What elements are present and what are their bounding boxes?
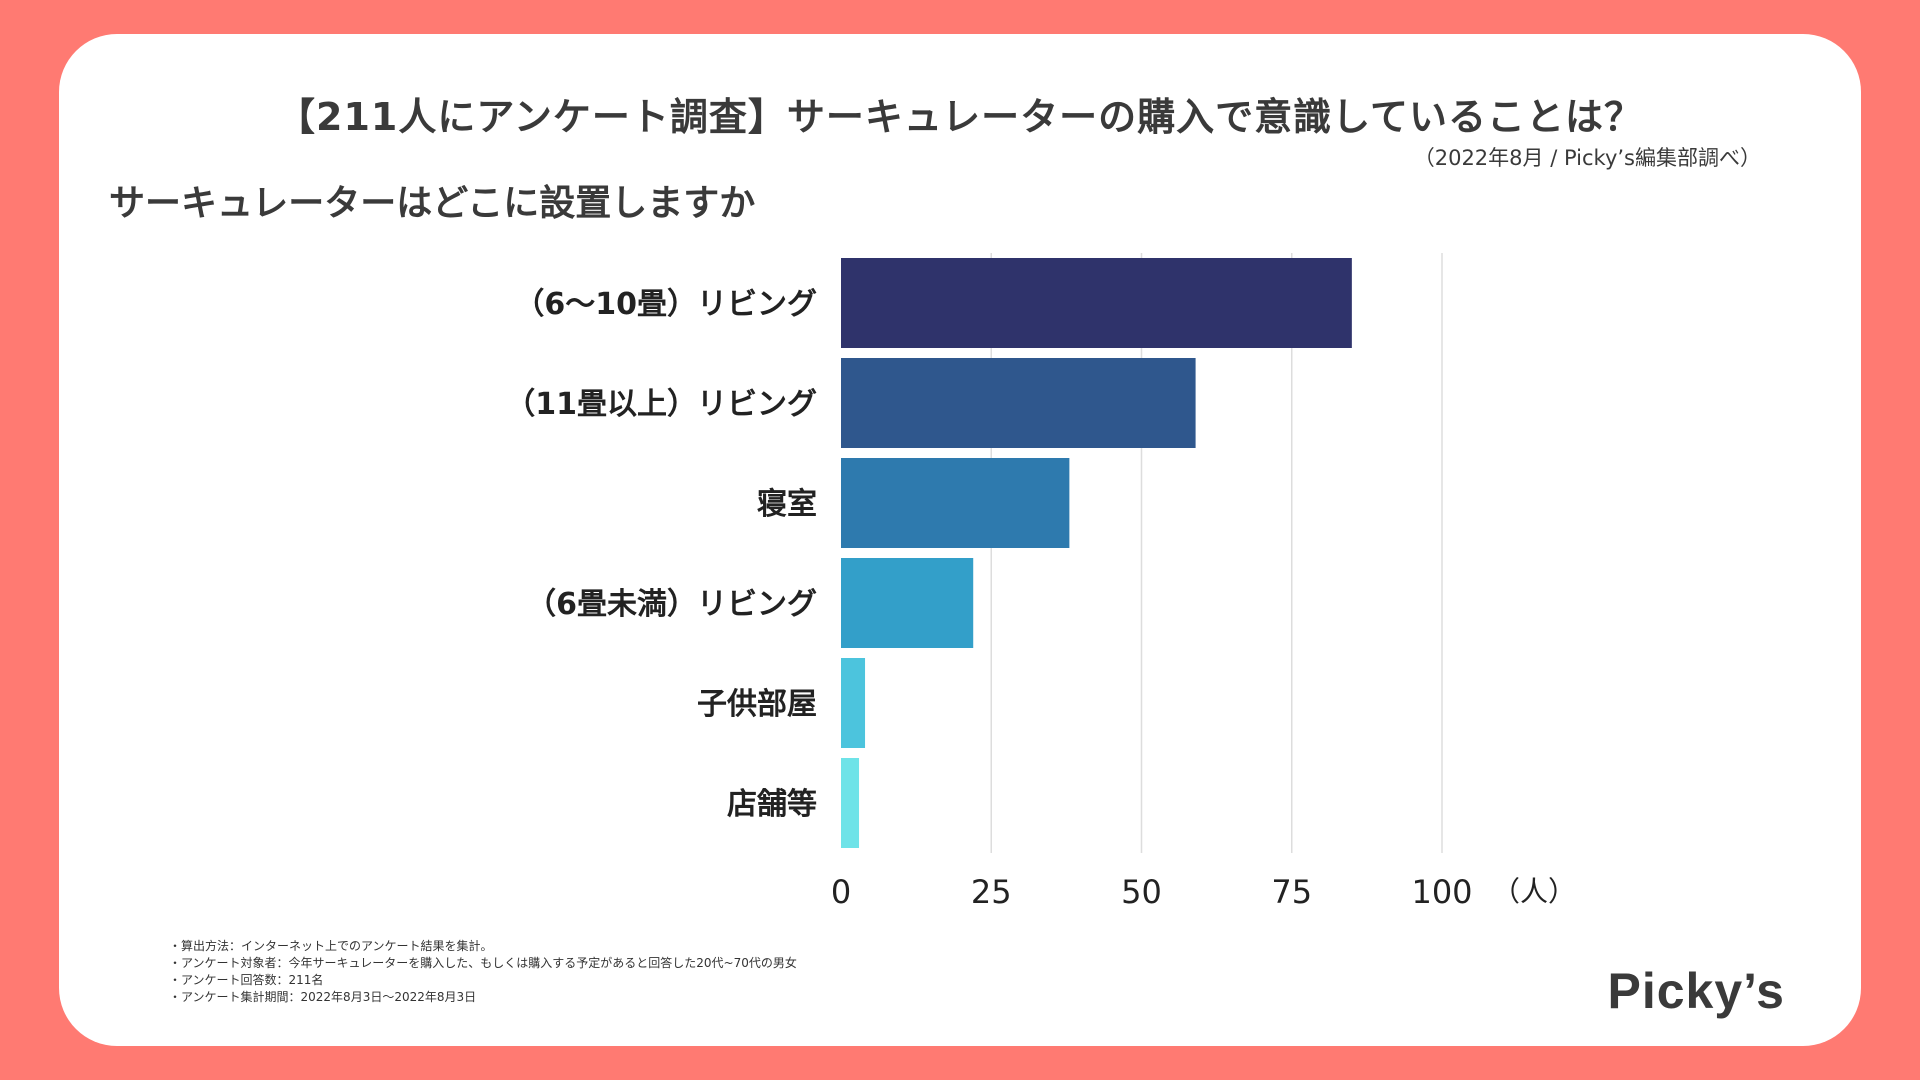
note-line: ・アンケート対象者：今年サーキュレーターを購入した、もしくは購入する予定があると…: [169, 956, 797, 970]
chart-title: 【211人にアンケート調査】サーキュレーターの購入で意識していることは？: [277, 95, 1643, 139]
category-label: 店舗等: [727, 787, 817, 822]
source-note: （2022年8月 / Picky’s編集部調べ）: [1413, 146, 1761, 170]
x-tick-label: 0: [831, 873, 851, 911]
bar: [841, 458, 1070, 548]
category-label: 寝室: [757, 487, 817, 522]
category-label: （6〜10畳）リビング: [514, 287, 817, 322]
category-label: 子供部屋: [697, 687, 817, 722]
bar: [841, 358, 1196, 448]
survey-notes: ・算出方法：インターネット上でのアンケート結果を集計。 ・アンケート対象者：今年…: [169, 938, 797, 1006]
note-line: ・アンケート集計期間：2022年8月3日〜2022年8月3日: [169, 990, 477, 1004]
bar: [841, 758, 860, 848]
bar: [841, 258, 1352, 348]
x-tick-label: 100: [1411, 873, 1472, 911]
chart-card: 【211人にアンケート調査】サーキュレーターの購入で意識していることは？ （20…: [59, 34, 1861, 1046]
question-heading: サーキュレーターはどこに設置しますか: [109, 183, 756, 224]
x-tick-label: 50: [1121, 873, 1162, 911]
category-label: （6畳未満）リビング: [526, 587, 817, 622]
category-label: （11畳以上）リビング: [505, 387, 817, 422]
bar: [841, 658, 866, 748]
picky-s-logo: Picky’s: [1607, 963, 1785, 1019]
x-axis-unit-label: （人）: [1492, 875, 1576, 908]
bar: [841, 558, 974, 648]
x-tick-label: 75: [1271, 873, 1312, 911]
x-tick-label: 25: [971, 873, 1012, 911]
note-line: ・算出方法：インターネット上でのアンケート結果を集計。: [169, 939, 493, 953]
note-line: ・アンケート回答数：211名: [169, 973, 324, 987]
